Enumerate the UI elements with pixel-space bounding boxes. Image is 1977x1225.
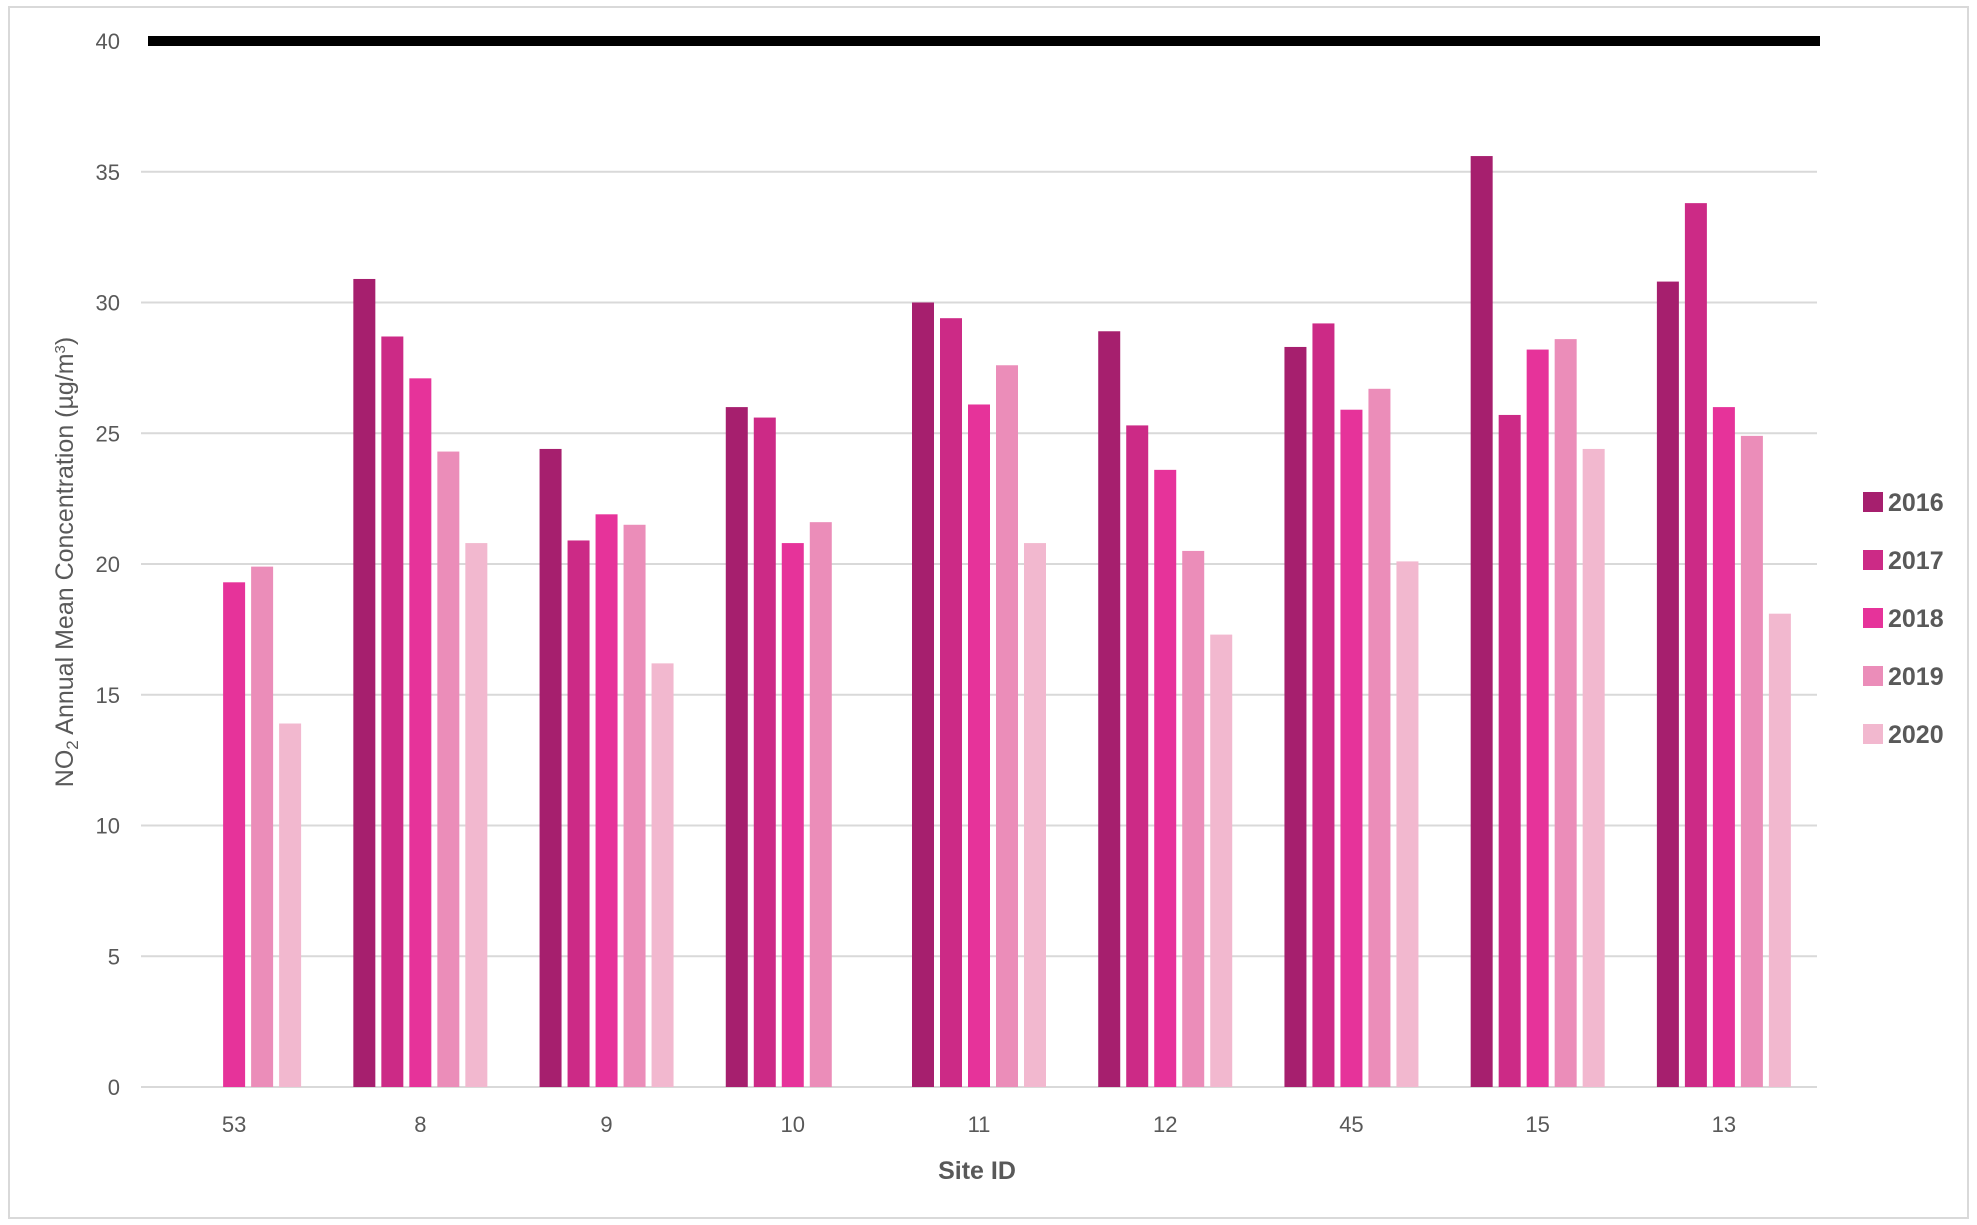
bar-2020-site-8 xyxy=(465,543,488,1087)
bar-2016-site-45 xyxy=(1284,346,1307,1088)
x-tick-label: 45 xyxy=(1339,1112,1363,1137)
bar-2017-site-45 xyxy=(1312,323,1335,1087)
bar-2020-site-15 xyxy=(1582,448,1605,1087)
bar-2019-site-8 xyxy=(437,451,460,1087)
legend-label: 2017 xyxy=(1888,547,1944,575)
bar-2018-site-12 xyxy=(1154,469,1177,1087)
x-tick-label: 15 xyxy=(1525,1112,1549,1137)
legend-swatch-2016 xyxy=(1863,492,1883,512)
y-axis-title-suffix: ) xyxy=(51,337,79,345)
bar-2018-site-53 xyxy=(223,582,246,1087)
legend: 2016 2017 2018 2019 2020 xyxy=(1863,489,1944,749)
x-tick-label: 9 xyxy=(600,1112,612,1137)
x-tick-label: 8 xyxy=(414,1112,426,1137)
bar-2017-site-15 xyxy=(1498,414,1521,1087)
y-tick-label: 40 xyxy=(96,29,120,54)
legend-swatch-2018 xyxy=(1863,608,1883,628)
bar-2017-site-8 xyxy=(381,336,404,1087)
y-tick-label: 5 xyxy=(108,944,120,969)
bar-2019-site-45 xyxy=(1368,388,1391,1087)
legend-label: 2018 xyxy=(1888,605,1944,633)
bar-2016-site-11 xyxy=(912,302,934,1087)
bar-2019-site-9 xyxy=(623,524,646,1087)
x-axis-title: Site ID xyxy=(938,1157,1016,1185)
y-tick-label: 15 xyxy=(96,683,120,708)
bar-2016-site-10 xyxy=(725,407,748,1088)
bars xyxy=(223,156,1791,1088)
legend-swatch-2019 xyxy=(1863,666,1883,686)
bar-2016-site-13 xyxy=(1656,281,1679,1088)
y-tick-label: 35 xyxy=(96,160,120,185)
y-tick-label: 10 xyxy=(96,814,120,839)
bar-2020-site-45 xyxy=(1396,561,1419,1087)
bar-2016-site-15 xyxy=(1470,156,1493,1087)
bar-2019-site-15 xyxy=(1554,339,1577,1087)
bar-2019-site-11 xyxy=(996,365,1018,1087)
bar-2019-site-12 xyxy=(1182,550,1205,1087)
bar-2018-site-11 xyxy=(968,404,990,1087)
bar-2017-site-11 xyxy=(940,318,962,1087)
bar-2017-site-9 xyxy=(567,540,590,1087)
y-tick-label: 25 xyxy=(96,421,120,446)
bar-2020-site-11 xyxy=(1024,543,1046,1087)
bar-2017-site-12 xyxy=(1126,425,1149,1087)
bar-2018-site-15 xyxy=(1526,349,1549,1087)
bar-2016-site-8 xyxy=(353,278,376,1088)
legend-label: 2019 xyxy=(1888,663,1944,691)
y-tick-label: 0 xyxy=(108,1075,120,1100)
legend-swatch-2020 xyxy=(1863,724,1883,744)
x-tick-label: 11 xyxy=(968,1112,991,1137)
bar-2018-site-45 xyxy=(1340,409,1363,1088)
x-tick-label: 10 xyxy=(781,1112,805,1137)
x-tick-label: 53 xyxy=(222,1112,246,1137)
y-tick-label: 30 xyxy=(96,291,120,316)
x-axis-ticks: 53 8 9 10 11 12 45 15 13 xyxy=(222,1112,1736,1137)
bar-2018-site-10 xyxy=(781,543,804,1087)
bar-2018-site-9 xyxy=(595,514,618,1087)
legend-label: 2016 xyxy=(1888,489,1944,517)
bar-2016-site-9 xyxy=(539,448,562,1087)
y-axis-title-main: Annual Mean Concentration (µg/m xyxy=(51,353,79,740)
bar-2019-site-53 xyxy=(251,566,274,1087)
y-axis-ticks: 0 5 10 15 20 25 30 35 40 xyxy=(96,29,120,1100)
bar-2019-site-13 xyxy=(1740,435,1763,1087)
bar-2017-site-10 xyxy=(753,417,776,1087)
bar-2020-site-9 xyxy=(651,663,674,1087)
y-axis-title-prefix: NO xyxy=(51,750,79,788)
x-tick-label: 13 xyxy=(1712,1112,1736,1137)
bar-2016-site-12 xyxy=(1098,331,1121,1087)
bar-2017-site-13 xyxy=(1684,203,1707,1087)
bar-2020-site-53 xyxy=(279,723,302,1087)
bar-2019-site-10 xyxy=(809,522,832,1087)
x-tick-label: 12 xyxy=(1153,1112,1177,1137)
bar-2018-site-13 xyxy=(1712,407,1735,1088)
y-tick-label: 20 xyxy=(96,552,120,577)
legend-label: 2020 xyxy=(1888,721,1944,749)
y-axis-title-superscript: 3 xyxy=(52,345,69,353)
bar-2018-site-8 xyxy=(409,378,432,1088)
bar-2020-site-13 xyxy=(1768,613,1791,1087)
legend-swatch-2017 xyxy=(1863,550,1883,570)
bar-2020-site-12 xyxy=(1210,634,1233,1087)
y-axis-title: NO2 Annual Mean Concentration (µg/m3) xyxy=(51,337,82,787)
y-axis-title-subscript: 2 xyxy=(63,740,82,749)
